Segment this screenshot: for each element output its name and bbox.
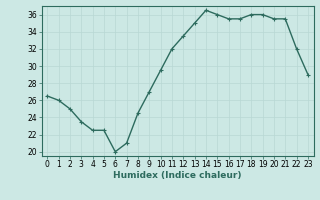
X-axis label: Humidex (Indice chaleur): Humidex (Indice chaleur) (113, 171, 242, 180)
